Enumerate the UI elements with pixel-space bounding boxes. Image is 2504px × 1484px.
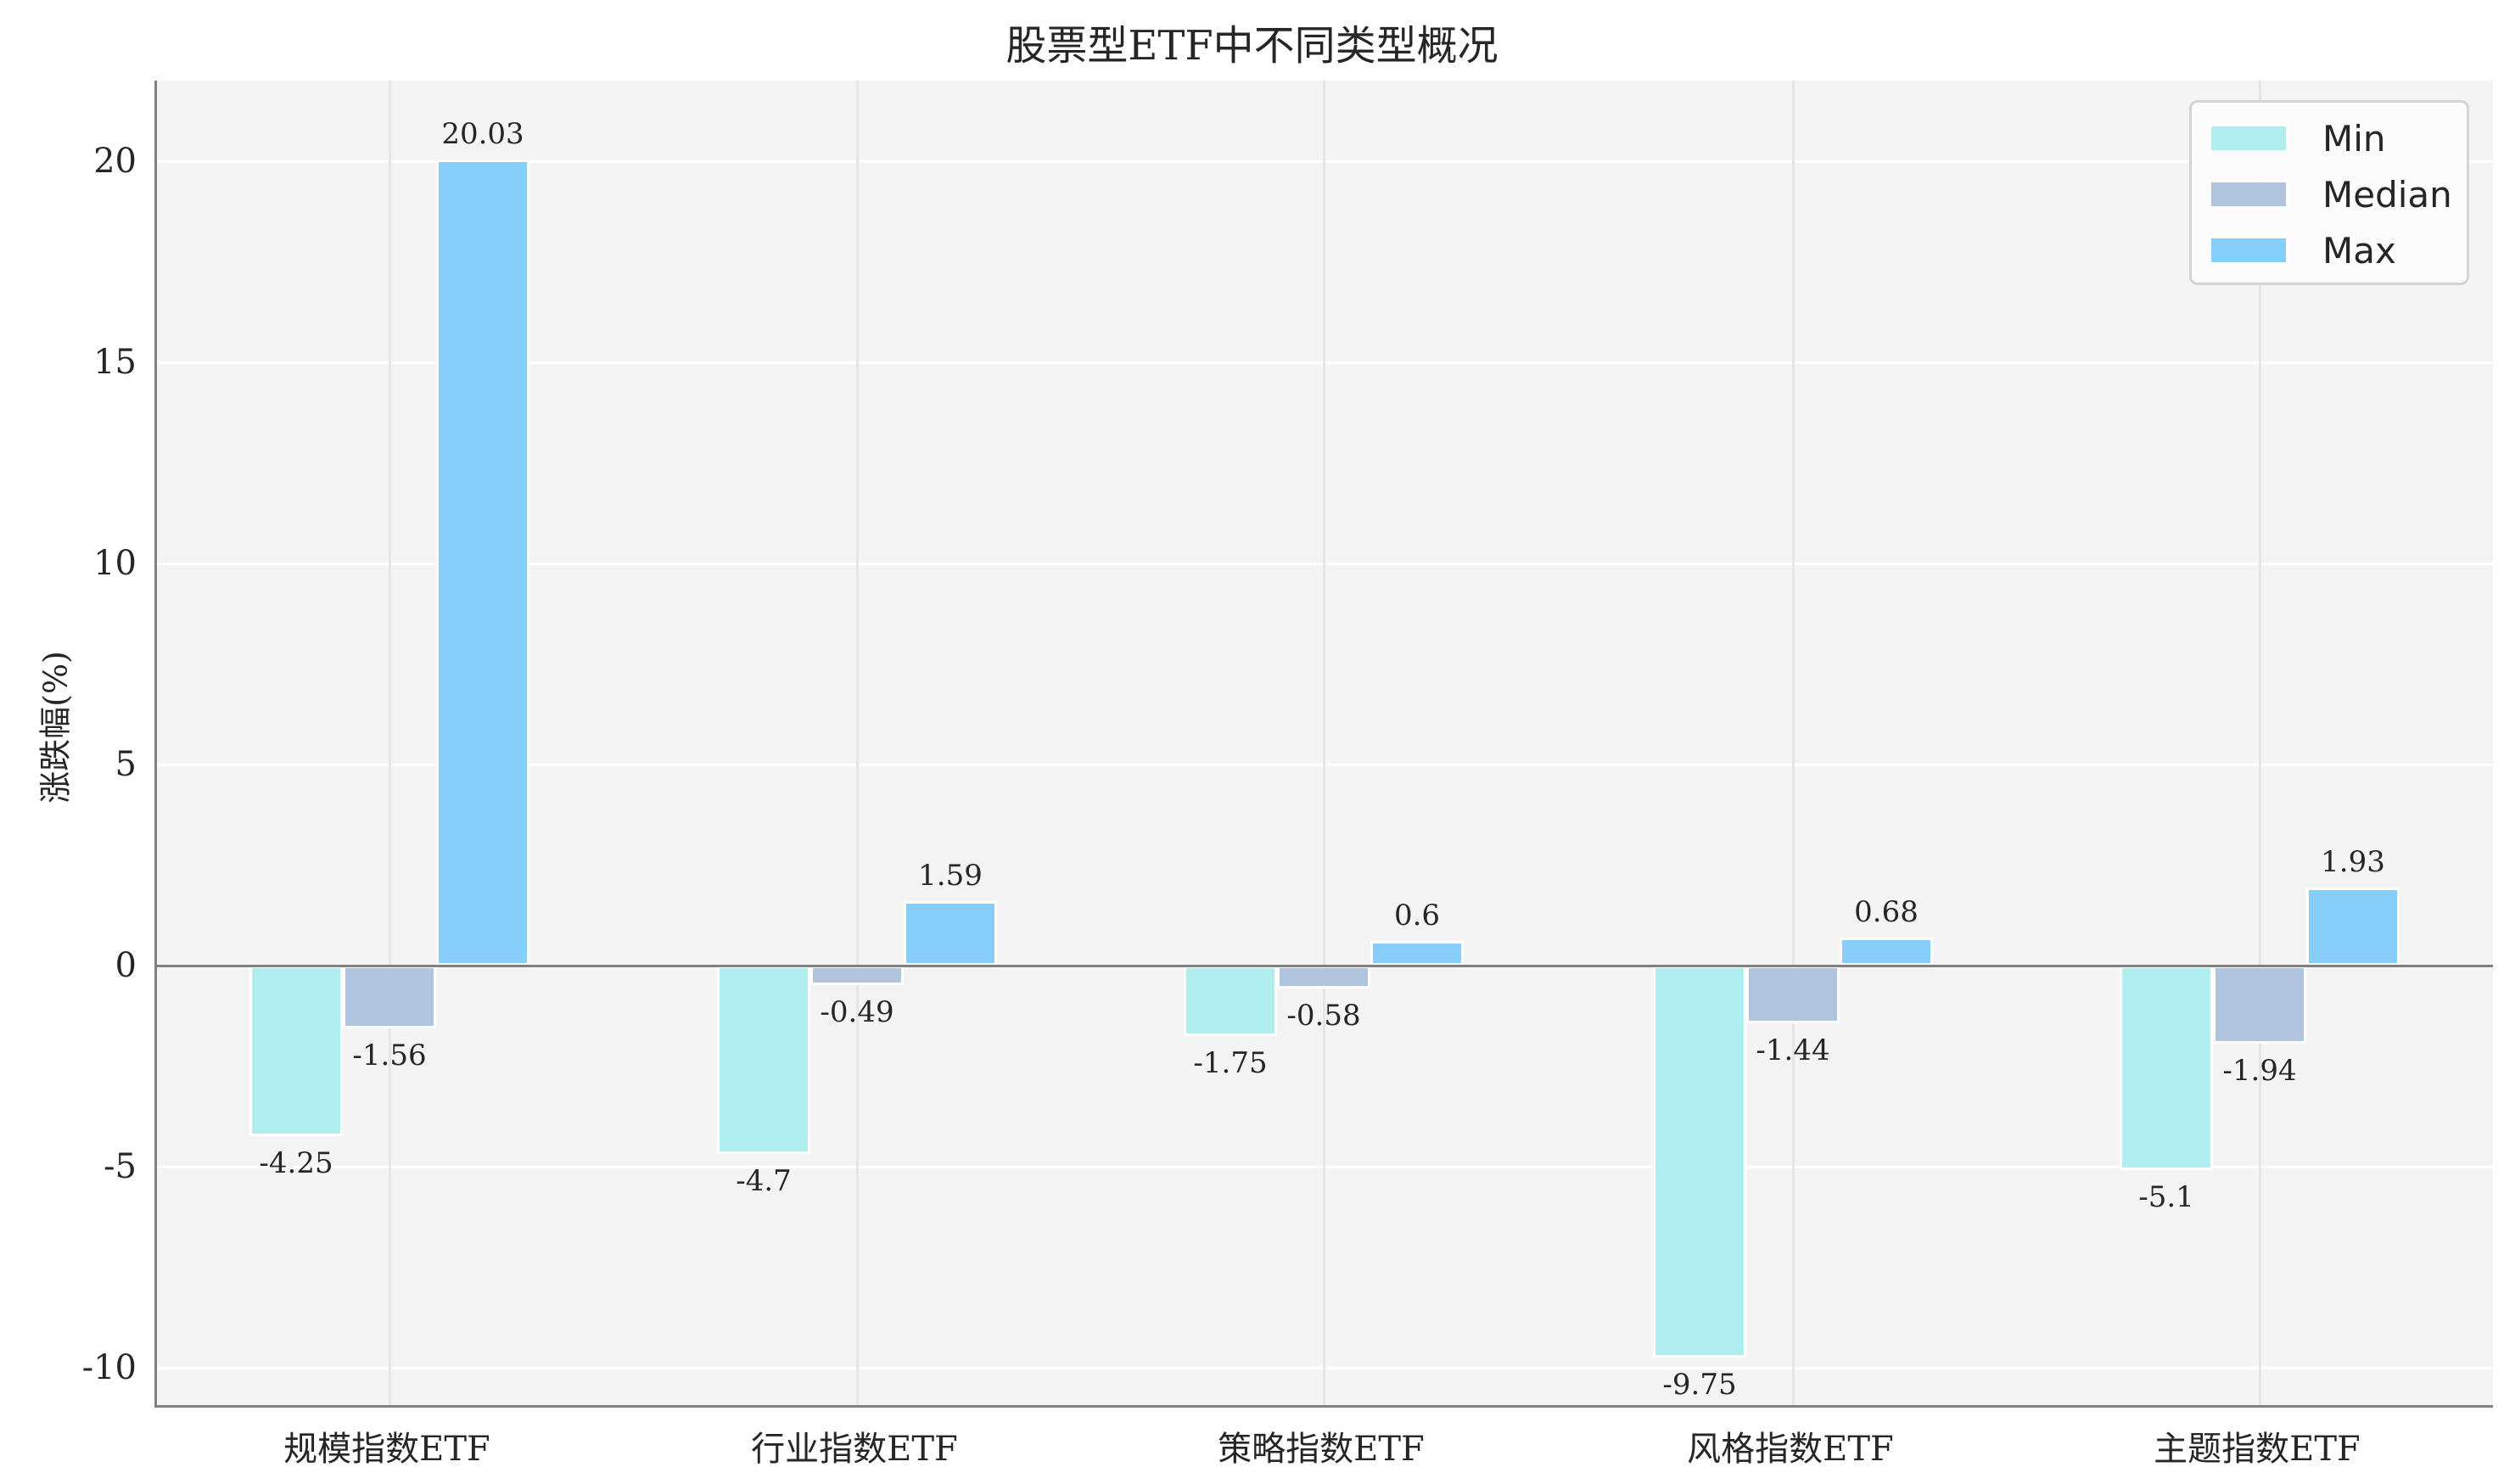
legend-swatch-max bbox=[2209, 236, 2288, 265]
y-tick-label: 0 bbox=[115, 945, 137, 985]
bar-min bbox=[249, 965, 343, 1137]
bar-value-label: -9.75 bbox=[1662, 1367, 1737, 1402]
bar-median bbox=[2213, 965, 2306, 1044]
bar-value-label: 1.59 bbox=[918, 859, 983, 893]
bar-max bbox=[2306, 888, 2400, 966]
legend-item-max: Max bbox=[2209, 225, 2396, 276]
bar-median bbox=[810, 965, 904, 985]
legend-label: Min bbox=[2322, 117, 2386, 160]
legend: Min Median Max bbox=[2189, 100, 2469, 285]
y-tick-label: -10 bbox=[81, 1347, 137, 1387]
bar-value-label: -0.58 bbox=[1286, 999, 1361, 1033]
bar-min bbox=[1184, 965, 1277, 1036]
bar-min bbox=[2120, 965, 2213, 1171]
gridline-vertical bbox=[2259, 81, 2261, 1405]
bar-value-label: -1.44 bbox=[1756, 1033, 1830, 1067]
legend-swatch-median bbox=[2209, 180, 2288, 209]
bar-value-label: -0.49 bbox=[820, 994, 894, 1029]
x-tick-label: 规模指数ETF bbox=[283, 1430, 490, 1469]
x-tick-label: 风格指数ETF bbox=[1687, 1430, 1894, 1469]
bar-value-label: -5.1 bbox=[2138, 1180, 2194, 1215]
bar-value-label: -1.56 bbox=[352, 1038, 427, 1072]
bar-median bbox=[1746, 965, 1840, 1023]
bar-max bbox=[1840, 938, 1933, 966]
y-axis-label: 涨跌幅(%) bbox=[36, 651, 75, 804]
legend-item-median: Median bbox=[2209, 169, 2452, 220]
bar-min bbox=[717, 965, 810, 1155]
bar-value-label: -1.94 bbox=[2222, 1053, 2297, 1088]
bar-value-label: 20.03 bbox=[441, 117, 524, 152]
legend-label: Max bbox=[2322, 229, 2396, 272]
y-tick-label: 20 bbox=[93, 141, 137, 181]
bar-value-label: 0.68 bbox=[1854, 895, 1919, 930]
x-tick-label: 主题指数ETF bbox=[2154, 1430, 2361, 1469]
plot-area: -4.25 -4.7 -1.75 -9.75 -5.1 -1.56 -0.49 -0.58 -1… bbox=[154, 81, 2493, 1408]
gridline-vertical bbox=[389, 81, 391, 1405]
x-tick-label: 策略指数ETF bbox=[1218, 1430, 1425, 1469]
gridline-vertical bbox=[856, 81, 859, 1405]
y-tick-label: 10 bbox=[93, 543, 137, 583]
bar-median bbox=[1277, 965, 1370, 989]
bar-value-label: -1.75 bbox=[1193, 1045, 1268, 1080]
y-tick-label: -5 bbox=[104, 1146, 137, 1186]
gridline-vertical bbox=[1792, 81, 1795, 1405]
bar-max bbox=[904, 901, 997, 966]
zero-line bbox=[157, 964, 2493, 967]
x-tick-label: 行业指数ETF bbox=[751, 1430, 958, 1469]
legend-label: Median bbox=[2322, 173, 2452, 216]
bar-value-label: -4.7 bbox=[736, 1164, 792, 1199]
chart-title: 股票型ETF中不同类型概况 bbox=[1006, 22, 1498, 70]
y-tick-label: 15 bbox=[93, 342, 137, 382]
bar-value-label: 1.93 bbox=[2321, 845, 2385, 880]
bar-value-label: -4.25 bbox=[259, 1146, 333, 1181]
bar-max bbox=[436, 160, 529, 966]
legend-swatch-min bbox=[2209, 124, 2288, 153]
y-tick-label: 5 bbox=[115, 744, 137, 784]
bar-median bbox=[343, 965, 436, 1028]
bar-max bbox=[1370, 941, 1464, 966]
bar-min bbox=[1653, 965, 1746, 1358]
bar-value-label: 0.6 bbox=[1393, 899, 1441, 933]
legend-item-min: Min bbox=[2209, 113, 2386, 164]
gridline-vertical bbox=[1323, 81, 1325, 1405]
